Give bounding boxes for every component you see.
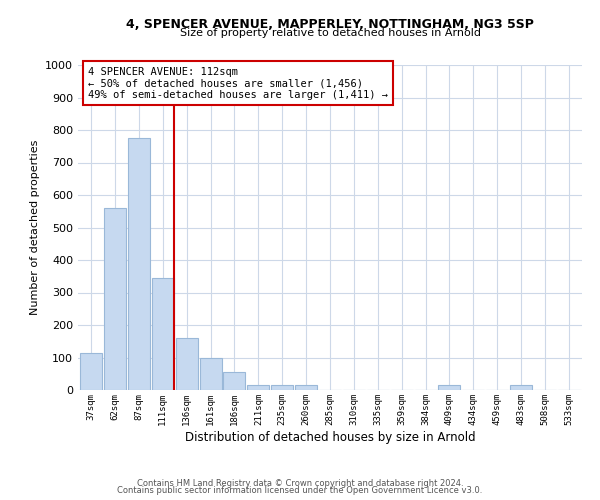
X-axis label: Distribution of detached houses by size in Arnold: Distribution of detached houses by size …: [185, 430, 475, 444]
Text: 4 SPENCER AVENUE: 112sqm
← 50% of detached houses are smaller (1,456)
49% of sem: 4 SPENCER AVENUE: 112sqm ← 50% of detach…: [88, 66, 388, 100]
Bar: [223, 372, 245, 390]
Text: Contains public sector information licensed under the Open Government Licence v3: Contains public sector information licen…: [118, 486, 482, 495]
Bar: [104, 208, 126, 390]
Text: Contains HM Land Registry data © Crown copyright and database right 2024.: Contains HM Land Registry data © Crown c…: [137, 478, 463, 488]
Bar: [510, 385, 532, 390]
Bar: [295, 385, 317, 390]
Bar: [80, 352, 102, 390]
Bar: [176, 338, 197, 390]
Bar: [247, 385, 269, 390]
Text: 4, SPENCER AVENUE, MAPPERLEY, NOTTINGHAM, NG3 5SP: 4, SPENCER AVENUE, MAPPERLEY, NOTTINGHAM…: [126, 18, 534, 30]
Bar: [271, 385, 293, 390]
Bar: [200, 358, 221, 390]
Bar: [152, 278, 174, 390]
Text: Size of property relative to detached houses in Arnold: Size of property relative to detached ho…: [179, 28, 481, 38]
Bar: [439, 385, 460, 390]
Bar: [128, 138, 150, 390]
Y-axis label: Number of detached properties: Number of detached properties: [29, 140, 40, 315]
